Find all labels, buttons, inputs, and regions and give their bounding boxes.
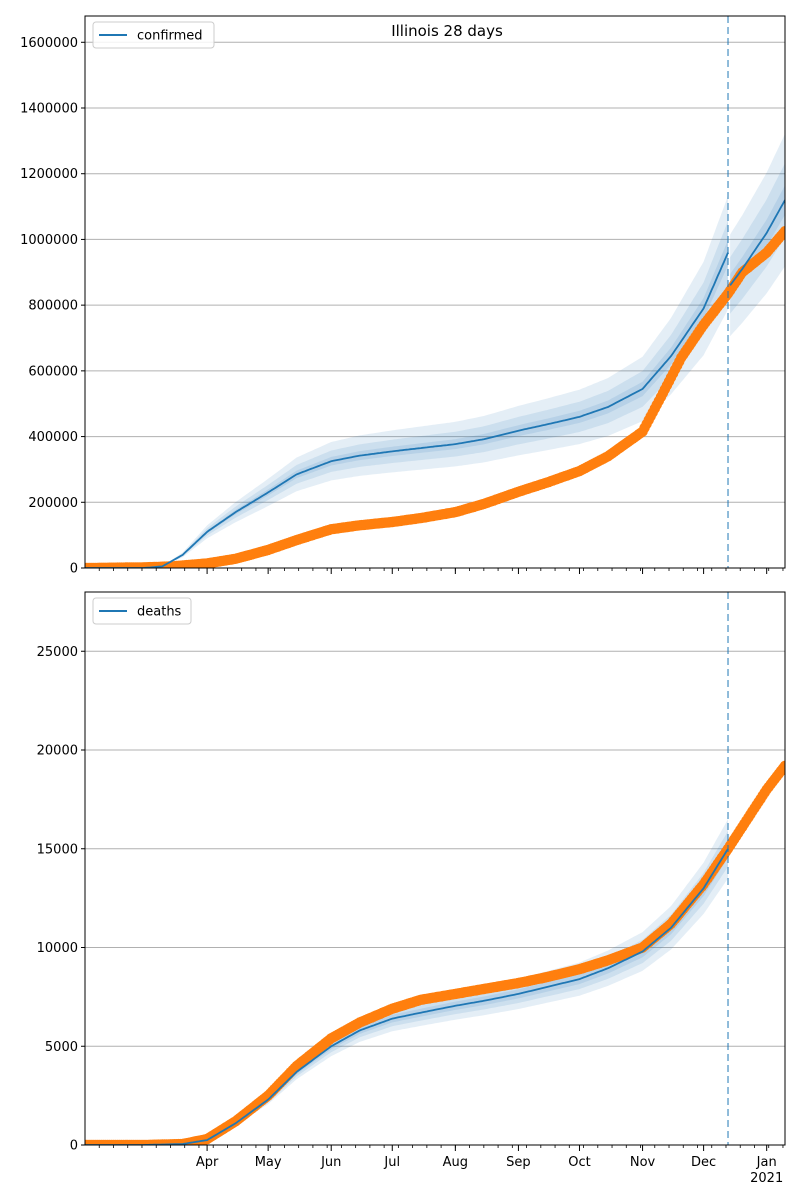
legend-label: confirmed xyxy=(137,29,203,44)
legend: confirmed xyxy=(92,21,215,49)
uncertainty-band xyxy=(85,839,728,1145)
y-tick-label: 0 xyxy=(70,562,78,577)
observed-point xyxy=(779,760,785,771)
y-tick-label: 400000 xyxy=(28,430,78,445)
chart-title: Illinois 28 days xyxy=(391,22,503,40)
legend: deaths xyxy=(92,597,192,625)
axes-frame xyxy=(84,15,786,569)
legend-box xyxy=(92,597,192,625)
legend-label: deaths xyxy=(137,605,182,620)
y-tick-label: 600000 xyxy=(28,364,78,379)
x-year-label: 2021 xyxy=(750,1171,783,1186)
plot-area xyxy=(85,592,785,1145)
x-tick-label: Jan xyxy=(756,1155,777,1170)
y-tick-label: 25000 xyxy=(37,645,78,660)
x-tick-label: Jun xyxy=(320,1155,341,1170)
uncertainty-band xyxy=(85,195,728,568)
y-tick-label: 10000 xyxy=(37,941,78,956)
x-tick-label: Dec xyxy=(691,1155,716,1170)
uncertainty-band xyxy=(85,831,728,1145)
legend-box xyxy=(92,21,215,49)
y-tick-label: 800000 xyxy=(28,299,78,314)
uncertainty-band xyxy=(85,819,728,1145)
y-tick-label: 1600000 xyxy=(20,36,78,51)
plot-area xyxy=(85,16,785,568)
x-tick-label: Aug xyxy=(443,1155,468,1170)
y-tick-label: 1000000 xyxy=(20,233,78,248)
chart-panel-1: 0 200000 400000 600000 800000 1000000 1200000 1… xyxy=(20,15,786,577)
x-tick-label: Jul xyxy=(383,1155,400,1170)
y-tick-label: 15000 xyxy=(37,842,78,857)
y-tick-label: 0 xyxy=(70,1139,78,1154)
chart-panel-2: 0 5000 10000 15000 20000 25000 deaths Apr May Jun… xyxy=(37,591,786,1186)
model-line xyxy=(85,252,729,568)
x-tick-label: Nov xyxy=(630,1155,656,1170)
x-tick-label: Oct xyxy=(568,1155,590,1170)
axes-frame xyxy=(84,591,786,1146)
y-tick-label: 5000 xyxy=(45,1040,78,1055)
x-tick-label: Sep xyxy=(506,1155,531,1170)
uncertainty-band xyxy=(85,221,728,568)
y-tick-label: 1200000 xyxy=(20,167,78,182)
uncertainty-band xyxy=(730,133,785,337)
model-line xyxy=(85,848,729,1145)
observed-point xyxy=(779,226,785,237)
uncertainty-band xyxy=(85,240,728,568)
y-tick-label: 200000 xyxy=(28,496,78,511)
y-tick-label: 1400000 xyxy=(20,102,78,117)
y-tick-label: 20000 xyxy=(37,744,78,759)
model-line xyxy=(729,199,785,286)
x-tick-label: May xyxy=(255,1155,282,1170)
x-tick-label: Apr xyxy=(196,1155,219,1170)
